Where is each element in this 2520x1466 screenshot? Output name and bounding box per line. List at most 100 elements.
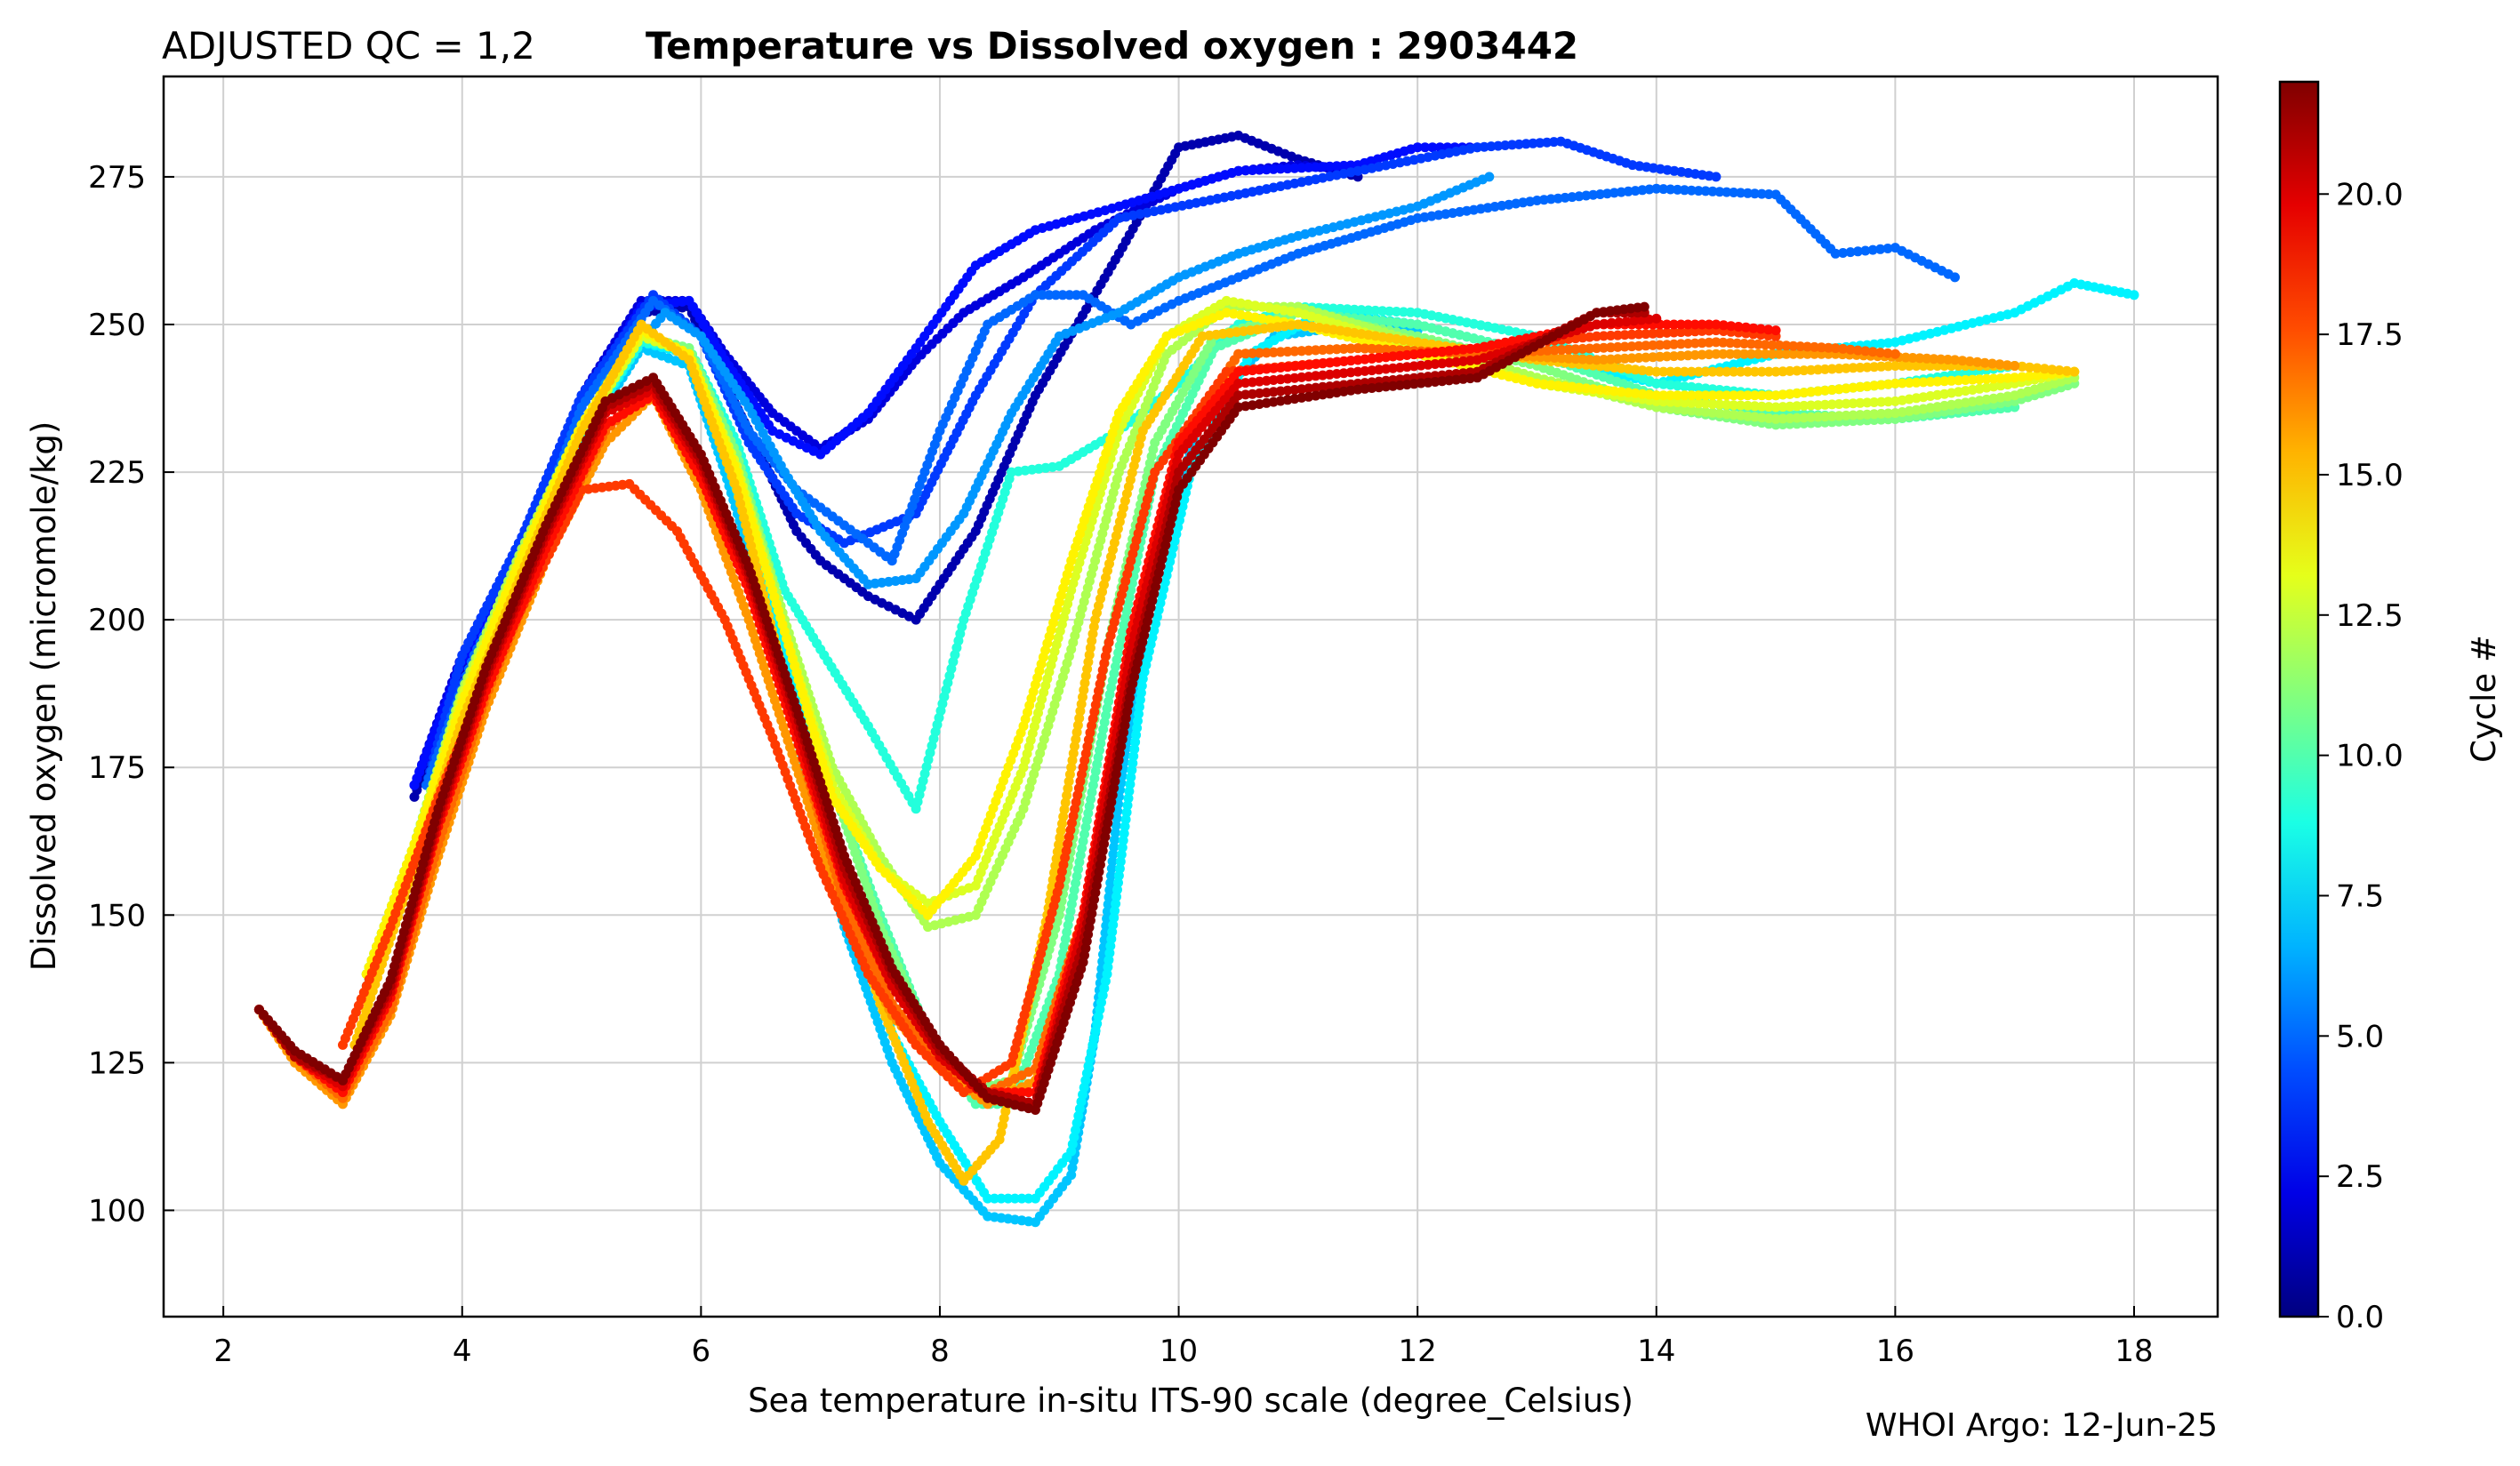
data-point (1838, 248, 1849, 258)
data-point (1356, 305, 1367, 316)
data-point (1665, 184, 1676, 195)
data-point (1602, 188, 1612, 199)
series-cycle-15 (349, 319, 2080, 1186)
data-point (1044, 290, 1055, 300)
data-point (1102, 906, 1112, 917)
data-point (996, 1193, 1007, 1204)
data-point (1363, 305, 1374, 316)
data-point (1370, 305, 1381, 316)
data-point (1763, 189, 1774, 199)
data-point (1349, 304, 1360, 315)
data-point (1567, 192, 1577, 203)
data-point (989, 1193, 999, 1204)
data-point (1398, 307, 1408, 317)
data-point (1852, 246, 1863, 257)
data-point (1392, 307, 1401, 316)
grid-lines (164, 76, 2218, 1317)
data-point (1050, 290, 1061, 300)
data-point (1693, 382, 1704, 393)
data-point (1412, 142, 1423, 153)
data-point (2129, 290, 2139, 300)
data-point (1493, 140, 1504, 151)
data-point (1108, 919, 1119, 930)
series-cycle-6 (433, 172, 1495, 790)
data-point (1261, 164, 1272, 175)
data-point (1830, 248, 1841, 259)
data-point (1714, 187, 1725, 197)
data-point (1106, 863, 1117, 874)
data-point (1427, 142, 1438, 153)
data-point (1721, 187, 1732, 197)
data-point (1693, 186, 1704, 196)
data-point (1289, 163, 1300, 173)
data-point (1549, 137, 1559, 148)
data-point (1507, 140, 1517, 150)
data-point (1311, 162, 1321, 172)
data-point (1679, 185, 1689, 196)
data-point (1420, 142, 1431, 153)
data-point (1658, 184, 1669, 195)
data-point (1023, 1193, 1034, 1204)
data-point (1331, 161, 1342, 172)
data-point (1248, 165, 1257, 175)
data-point (1064, 290, 1075, 300)
data-point (1103, 899, 1113, 909)
data-point (1112, 806, 1123, 816)
data-point (1700, 186, 1711, 196)
data-point (1104, 892, 1114, 902)
data-point (1318, 162, 1328, 172)
data-point (1030, 290, 1040, 300)
data-point (1240, 165, 1251, 176)
data-point (1016, 1193, 1027, 1204)
data-point (1651, 183, 1662, 194)
data-point (1545, 194, 1556, 204)
data-point (1875, 244, 1886, 254)
data-point (1950, 272, 1960, 283)
data-point (1513, 139, 1524, 149)
data-point (1644, 184, 1655, 195)
data-point (1679, 381, 1689, 392)
data-point (1071, 290, 1081, 300)
data-point (1883, 338, 1893, 348)
data-point (1233, 165, 1244, 176)
data-point (1845, 247, 1856, 258)
data-point (1268, 164, 1279, 174)
data-point (1686, 185, 1697, 196)
data-point (1112, 813, 1122, 824)
data-point (983, 1193, 993, 1204)
data-point (1104, 885, 1115, 895)
data-point (1484, 172, 1495, 182)
chart-title-qc: ADJUSTED QC = 1,2 (162, 24, 535, 68)
data-point (1342, 304, 1352, 315)
data-point (1553, 193, 1563, 204)
data-point (1119, 829, 1129, 839)
data-point (1860, 245, 1871, 256)
data-point (1538, 195, 1549, 205)
data-point (1673, 381, 1682, 391)
data-point (1324, 161, 1335, 172)
data-point (1595, 189, 1606, 199)
data-point (1057, 290, 1068, 300)
data-point (1037, 290, 1047, 300)
data-point (1129, 744, 1140, 755)
data-point (1472, 142, 1482, 153)
data-point (1532, 196, 1542, 205)
data-point (1110, 828, 1120, 838)
scatter-points (253, 130, 2139, 1228)
data-point (1109, 842, 1120, 853)
data-point (1102, 913, 1112, 924)
chart-title: Temperature vs Dissolved oxygen : 290344… (646, 24, 1578, 68)
data-point (1304, 162, 1314, 172)
data-point (1630, 186, 1641, 196)
data-point (1377, 306, 1388, 316)
data-point (1729, 188, 1739, 197)
data-point (1749, 188, 1760, 199)
data-point (1756, 188, 1767, 199)
data-point (1882, 244, 1893, 253)
data-point (1106, 870, 1116, 881)
data-point (1335, 303, 1345, 314)
data-point (1743, 188, 1753, 198)
data-point (1623, 186, 1633, 196)
data-point (1609, 188, 1619, 198)
